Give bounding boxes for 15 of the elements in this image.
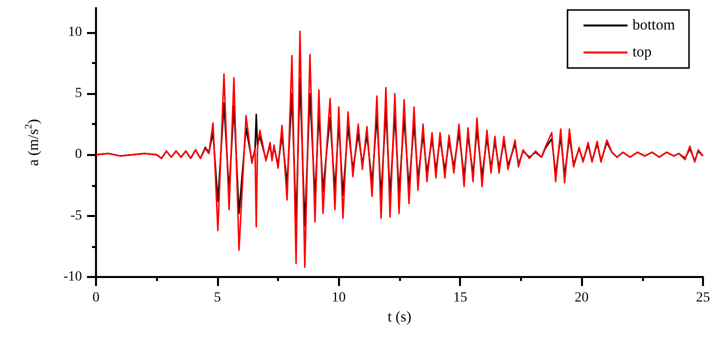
legend-label: top <box>632 44 652 60</box>
x-axis-title: t (s) <box>388 309 412 326</box>
y-axis-title: a (m/s2) <box>24 118 42 166</box>
y-tick-label: -10 <box>63 270 82 284</box>
y-tick-label: 10 <box>68 24 82 40</box>
x-tick-label: 25 <box>696 290 710 306</box>
y-tick-label: 0 <box>75 147 82 162</box>
x-tick-label: 10 <box>332 290 346 306</box>
legend-label: bottom <box>632 18 676 34</box>
x-tick-label: 0 <box>92 290 100 306</box>
y-tick-label: -5 <box>70 208 82 224</box>
x-tick-label: 5 <box>214 290 221 306</box>
y-tick-label: 5 <box>75 86 82 102</box>
x-tick-label: 20 <box>574 290 589 306</box>
x-tick-label: 15 <box>453 290 468 306</box>
